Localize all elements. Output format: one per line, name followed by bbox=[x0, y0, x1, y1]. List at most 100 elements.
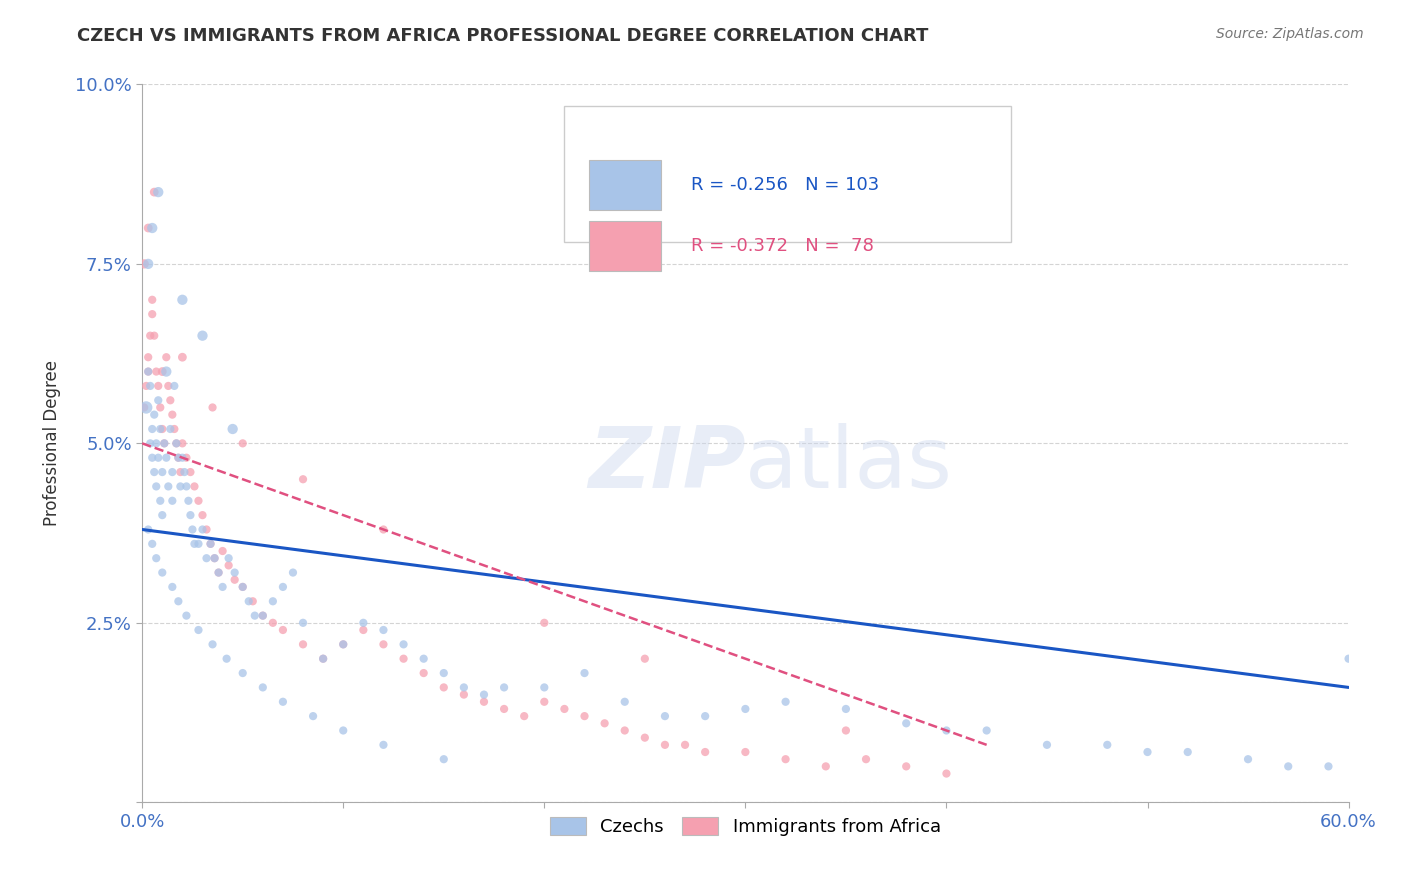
Legend: Czechs, Immigrants from Africa: Czechs, Immigrants from Africa bbox=[543, 810, 948, 844]
Point bbox=[204, 551, 226, 566]
Point bbox=[191, 508, 214, 523]
Point bbox=[145, 436, 167, 450]
Point bbox=[224, 566, 246, 580]
Point bbox=[141, 537, 163, 551]
Point bbox=[195, 523, 218, 537]
Text: R = -0.372   N =  78: R = -0.372 N = 78 bbox=[692, 237, 875, 255]
Point bbox=[155, 450, 177, 465]
Point bbox=[453, 681, 475, 695]
Point bbox=[373, 523, 395, 537]
Point bbox=[183, 537, 205, 551]
Point bbox=[352, 615, 374, 630]
Point bbox=[232, 436, 254, 450]
Point bbox=[281, 566, 304, 580]
Point bbox=[136, 221, 159, 235]
Point bbox=[352, 623, 374, 637]
Point bbox=[976, 723, 998, 738]
Point bbox=[159, 422, 181, 436]
Point bbox=[302, 709, 325, 723]
Point bbox=[262, 615, 284, 630]
Text: R = -0.256   N = 103: R = -0.256 N = 103 bbox=[692, 176, 879, 194]
Text: Source: ZipAtlas.com: Source: ZipAtlas.com bbox=[1216, 27, 1364, 41]
Point bbox=[141, 293, 163, 307]
Point bbox=[153, 436, 176, 450]
Point bbox=[775, 752, 797, 766]
Point bbox=[533, 695, 555, 709]
Point bbox=[145, 479, 167, 493]
Point bbox=[201, 401, 224, 415]
Point bbox=[155, 350, 177, 364]
Point bbox=[835, 702, 858, 716]
Point bbox=[232, 580, 254, 594]
Point bbox=[157, 379, 180, 393]
Point bbox=[172, 436, 194, 450]
Point bbox=[143, 465, 166, 479]
Point bbox=[200, 537, 222, 551]
Point bbox=[1237, 752, 1260, 766]
Point bbox=[896, 759, 918, 773]
Point bbox=[533, 615, 555, 630]
Point bbox=[195, 551, 218, 566]
Point bbox=[162, 465, 184, 479]
Point bbox=[176, 479, 198, 493]
Point bbox=[332, 637, 354, 651]
Point bbox=[172, 450, 194, 465]
Point bbox=[163, 379, 186, 393]
Text: atlas: atlas bbox=[745, 424, 953, 507]
Point bbox=[136, 365, 159, 379]
Point bbox=[252, 608, 274, 623]
Point bbox=[593, 716, 616, 731]
Point bbox=[218, 558, 240, 573]
Point bbox=[143, 328, 166, 343]
Point bbox=[1177, 745, 1199, 759]
Point bbox=[734, 702, 756, 716]
Point bbox=[695, 745, 717, 759]
Point bbox=[814, 759, 837, 773]
Point bbox=[148, 450, 170, 465]
Point bbox=[169, 465, 191, 479]
Point bbox=[149, 493, 172, 508]
Point bbox=[292, 615, 315, 630]
Point bbox=[167, 594, 190, 608]
Point bbox=[472, 688, 495, 702]
Point bbox=[136, 350, 159, 364]
Point bbox=[165, 436, 187, 450]
Point bbox=[312, 651, 335, 665]
Point bbox=[191, 328, 214, 343]
Point bbox=[136, 523, 159, 537]
Point bbox=[143, 185, 166, 199]
Point bbox=[136, 257, 159, 271]
Point bbox=[373, 738, 395, 752]
Point bbox=[149, 401, 172, 415]
Point bbox=[150, 566, 173, 580]
Point bbox=[141, 422, 163, 436]
Point bbox=[734, 745, 756, 759]
Point bbox=[187, 537, 209, 551]
Point bbox=[218, 551, 240, 566]
Point bbox=[613, 695, 636, 709]
Point bbox=[224, 573, 246, 587]
Point bbox=[167, 450, 190, 465]
Point bbox=[574, 709, 596, 723]
Point bbox=[252, 681, 274, 695]
Point bbox=[221, 422, 243, 436]
Point bbox=[412, 666, 434, 681]
Point bbox=[271, 580, 294, 594]
Point bbox=[896, 716, 918, 731]
Point bbox=[654, 738, 676, 752]
Point bbox=[135, 401, 157, 415]
Point bbox=[201, 637, 224, 651]
Point bbox=[176, 608, 198, 623]
Point bbox=[695, 709, 717, 723]
Point bbox=[155, 365, 177, 379]
Point bbox=[150, 365, 173, 379]
Point bbox=[134, 257, 156, 271]
Point bbox=[252, 608, 274, 623]
Point bbox=[139, 328, 162, 343]
Point bbox=[157, 479, 180, 493]
Point bbox=[141, 221, 163, 235]
Point bbox=[373, 637, 395, 651]
Point bbox=[159, 393, 181, 408]
Point bbox=[173, 465, 195, 479]
Point bbox=[150, 422, 173, 436]
